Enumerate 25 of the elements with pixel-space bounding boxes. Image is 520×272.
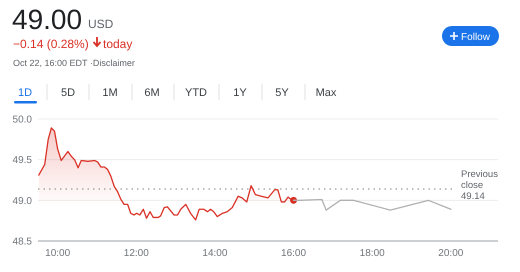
x-tick-label: 20:00 bbox=[438, 248, 464, 259]
text: 5D bbox=[60, 87, 76, 99]
x-tick-label: 16:00 bbox=[281, 248, 307, 259]
x-tick-label: 10:00 bbox=[45, 248, 71, 259]
text: 6M bbox=[144, 87, 160, 99]
text: 5Y bbox=[275, 87, 290, 99]
chart-title: 49.00 bbox=[12, 4, 82, 35]
text: 1Y bbox=[233, 87, 248, 99]
y-tick-label: 48.5 bbox=[12, 236, 32, 248]
text: 1M bbox=[102, 87, 118, 99]
text: −0.14 (0.28%) bbox=[13, 37, 89, 51]
text: YTD bbox=[185, 87, 208, 99]
ref-line-label: Previous close 49.14 bbox=[461, 168, 498, 202]
x-tick-label: 14:00 bbox=[202, 248, 228, 259]
y-tick-label: 49.5 bbox=[12, 155, 32, 166]
text: today bbox=[103, 37, 132, 51]
text: USD bbox=[88, 17, 114, 31]
text: Oct 22, 16:00 EDT ·Disclaimer bbox=[13, 58, 135, 68]
text: Max bbox=[316, 87, 337, 99]
x-tick-label: 18:00 bbox=[360, 248, 386, 259]
y-tick-label: 50.0 bbox=[12, 114, 32, 126]
text: Follow bbox=[461, 32, 491, 43]
y-tick-label: 49.0 bbox=[12, 196, 32, 207]
x-tick-label: 12:00 bbox=[124, 248, 150, 259]
text: 1D bbox=[18, 87, 32, 99]
